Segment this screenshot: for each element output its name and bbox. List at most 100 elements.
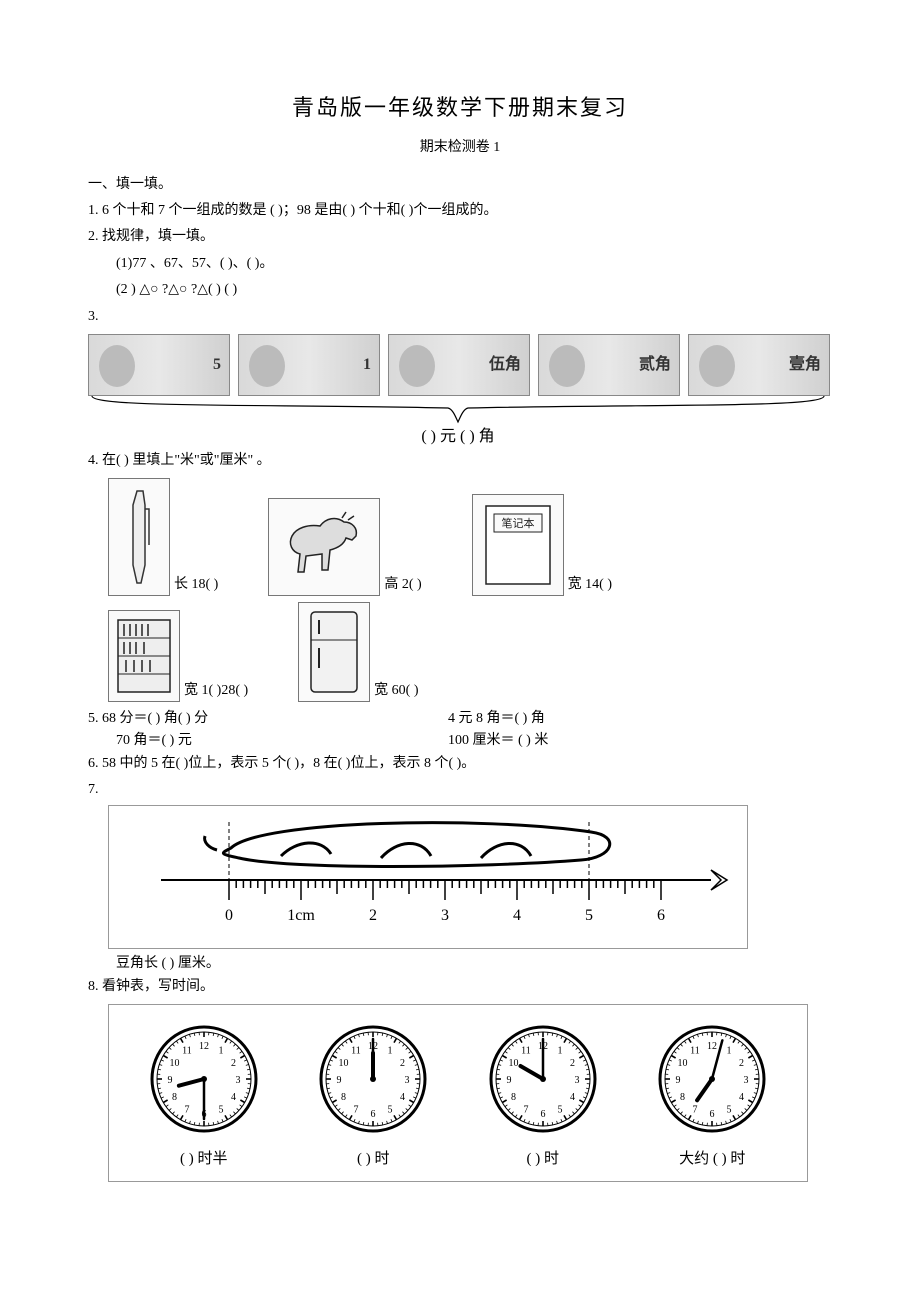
- bill-label: 壹角: [789, 352, 821, 378]
- svg-text:3: 3: [235, 1075, 240, 1086]
- svg-text:9: 9: [337, 1075, 342, 1086]
- section-heading: 一、填一填。: [88, 174, 832, 196]
- clock-4: 123456789101112 大约 ( ) 时: [654, 1021, 770, 1171]
- svg-text:2: 2: [369, 907, 377, 924]
- clock-3-label: ( ) 时: [485, 1147, 601, 1171]
- svg-text:10: 10: [169, 1058, 179, 1069]
- svg-text:10: 10: [678, 1058, 688, 1069]
- notebook-text: 笔记本: [501, 516, 534, 530]
- svg-text:11: 11: [521, 1046, 531, 1057]
- bill-1-yuan: 1: [238, 334, 380, 396]
- clock-icon: 123456789101112: [485, 1021, 601, 1137]
- fridge-icon: [298, 602, 370, 702]
- svg-text:4: 4: [570, 1092, 575, 1103]
- svg-text:2: 2: [739, 1058, 744, 1069]
- svg-text:9: 9: [167, 1075, 172, 1086]
- svg-text:5: 5: [218, 1105, 223, 1116]
- svg-text:6: 6: [710, 1109, 715, 1120]
- svg-text:1: 1: [388, 1046, 393, 1057]
- svg-text:8: 8: [680, 1092, 685, 1103]
- horse-icon: [268, 498, 380, 596]
- question-2-1: (1)77 、67、57、( )、( )。: [116, 253, 832, 275]
- svg-text:3: 3: [405, 1075, 410, 1086]
- pen-icon: [108, 478, 170, 596]
- notebook-label: 宽 14( ): [568, 574, 612, 596]
- notebook-icon: 笔记本: [472, 494, 564, 596]
- obj-pen: 长 18( ): [108, 478, 218, 596]
- svg-text:5: 5: [557, 1105, 562, 1116]
- question-2: 2. 找规律，填一填。: [88, 226, 832, 248]
- clock-icon: 123456789101112: [654, 1021, 770, 1137]
- svg-text:5: 5: [727, 1105, 732, 1116]
- svg-text:6: 6: [371, 1109, 376, 1120]
- bill-label: 1: [363, 352, 371, 378]
- svg-text:2: 2: [400, 1058, 405, 1069]
- svg-text:4: 4: [231, 1092, 236, 1103]
- clock-icon: 123456789101112: [315, 1021, 431, 1137]
- obj-fridge: 宽 60( ): [298, 602, 418, 702]
- q5-line-1a: 5. 68 分＝( ) 角( ) 分: [88, 708, 448, 730]
- svg-text:8: 8: [511, 1092, 516, 1103]
- fridge-label: 宽 60( ): [374, 680, 418, 702]
- obj-horse: 高 2( ): [268, 498, 421, 596]
- svg-text:0: 0: [225, 907, 233, 924]
- svg-text:2: 2: [570, 1058, 575, 1069]
- horse-label: 高 2( ): [384, 574, 421, 596]
- svg-text:9: 9: [676, 1075, 681, 1086]
- brace-icon: [88, 394, 828, 424]
- question-8: 8. 看钟表，写时间。: [88, 976, 832, 998]
- clocks-row: 123456789101112 ( ) 时半 123456789101112 (…: [108, 1004, 808, 1182]
- svg-text:5: 5: [585, 907, 593, 924]
- svg-text:11: 11: [690, 1046, 700, 1057]
- bill-label: 5: [213, 352, 221, 378]
- obj-notebook: 笔记本 宽 14( ): [472, 494, 612, 596]
- svg-text:8: 8: [172, 1092, 177, 1103]
- bookshelf-icon: [108, 610, 180, 702]
- clock-2-label: ( ) 时: [315, 1147, 431, 1171]
- svg-text:3: 3: [441, 907, 449, 924]
- clock-icon: 123456789101112: [146, 1021, 262, 1137]
- obj-shelf: 宽 1( )28( ): [108, 610, 248, 702]
- question-6: 6. 58 中的 5 在( )位上，表示 5 个( )，8 在( )位上，表示 …: [88, 753, 832, 775]
- ruler-figure: 01cm23456: [108, 805, 748, 949]
- question-4: 4. 在( ) 里填上"米"或"厘米" 。: [88, 450, 832, 472]
- bill-5-yuan: 5: [88, 334, 230, 396]
- svg-text:7: 7: [184, 1105, 189, 1116]
- ruler-answer: 豆角长 ( ) 厘米。: [116, 953, 832, 975]
- q5-line-2a: 70 角＝( ) 元: [116, 730, 448, 752]
- question-3: 3.: [88, 306, 832, 328]
- bill-1-jiao: 壹角: [688, 334, 830, 396]
- svg-text:4: 4: [739, 1092, 744, 1103]
- svg-text:1cm: 1cm: [287, 907, 315, 924]
- q5-line-2b: 100 厘米＝ ( ) 米: [448, 730, 548, 752]
- svg-text:11: 11: [351, 1046, 361, 1057]
- question-1: 1. 6 个十和 7 个一组成的数是 ( )；98 是由( ) 个十和( )个一…: [88, 200, 832, 222]
- svg-text:4: 4: [400, 1092, 405, 1103]
- money-answer: ( ) 元 ( ) 角: [88, 424, 828, 450]
- q5-line-1b: 4 元 8 角＝( ) 角: [448, 708, 548, 730]
- subtitle: 期末检测卷 1: [88, 137, 832, 159]
- svg-text:9: 9: [506, 1075, 511, 1086]
- svg-text:11: 11: [182, 1046, 192, 1057]
- svg-text:6: 6: [540, 1109, 545, 1120]
- page-title: 青岛版一年级数学下册期末复习: [88, 90, 832, 125]
- svg-text:5: 5: [388, 1105, 393, 1116]
- pen-label: 长 18( ): [174, 574, 218, 596]
- clock-2: 123456789101112 ( ) 时: [315, 1021, 431, 1171]
- clock-4-label: 大约 ( ) 时: [654, 1147, 770, 1171]
- svg-text:3: 3: [744, 1075, 749, 1086]
- svg-text:12: 12: [199, 1041, 209, 1052]
- svg-text:1: 1: [727, 1046, 732, 1057]
- svg-text:10: 10: [508, 1058, 518, 1069]
- svg-text:7: 7: [693, 1105, 698, 1116]
- clock-1-label: ( ) 时半: [146, 1147, 262, 1171]
- objects-row-1: 长 18( ) 高 2( ) 笔记本 宽 14( ): [108, 478, 832, 596]
- bill-5-jiao: 伍角: [388, 334, 530, 396]
- question-2-2: (2 ) △○ ?△○ ?△( ) ( ): [116, 279, 832, 301]
- svg-text:10: 10: [339, 1058, 349, 1069]
- ruler-icon: 01cm23456: [121, 814, 737, 944]
- question-5: 5. 68 分＝( ) 角( ) 分 70 角＝( ) 元 4 元 8 角＝( …: [88, 708, 832, 753]
- shelf-label: 宽 1( )28( ): [184, 680, 248, 702]
- svg-text:4: 4: [513, 907, 521, 924]
- bill-label: 贰角: [639, 352, 671, 378]
